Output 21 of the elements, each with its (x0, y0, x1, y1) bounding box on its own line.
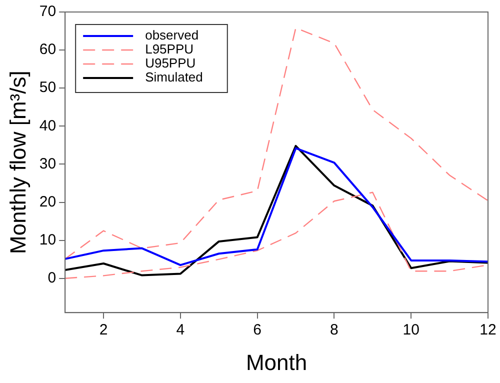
y-tick-label: 30 (39, 155, 56, 172)
x-tick-label: 8 (330, 322, 338, 339)
legend-label: observed (145, 28, 199, 43)
x-tick-label: 4 (176, 322, 185, 339)
legend-label: L95PPU (145, 42, 194, 57)
y-tick-label: 40 (39, 117, 56, 134)
legend-label: U95PPU (145, 56, 196, 71)
y-tick-label: 50 (39, 79, 56, 96)
legend-label: Simulated (145, 70, 203, 85)
y-tick-label: 60 (39, 41, 56, 58)
y-tick-label: 70 (39, 3, 56, 20)
y-tick-label: 20 (39, 193, 56, 210)
x-tick-label: 12 (480, 322, 496, 339)
y-axis-title: Monthly flow [m³/s] (5, 70, 30, 254)
y-tick-label: 10 (39, 231, 56, 248)
x-tick-label: 2 (99, 322, 108, 339)
line-series (65, 27, 488, 260)
x-axis-title: Month (246, 350, 308, 375)
x-tick-label: 10 (402, 322, 420, 339)
y-tick-label: 0 (48, 269, 56, 286)
x-tick-label: 6 (253, 322, 262, 339)
